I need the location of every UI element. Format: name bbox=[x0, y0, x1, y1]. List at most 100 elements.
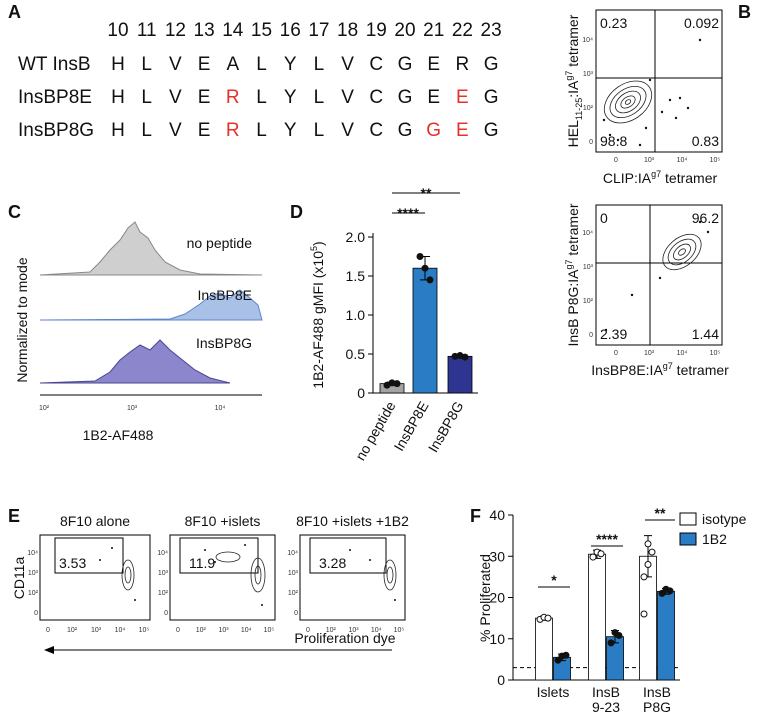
residue: G bbox=[398, 54, 413, 75]
residue: G bbox=[398, 87, 413, 108]
arrow-head bbox=[44, 646, 54, 654]
data-point bbox=[666, 587, 674, 595]
data-point bbox=[426, 276, 434, 284]
x-axis-label: InsBP8E:IAg7​ tetramer bbox=[591, 361, 729, 378]
significance: ** bbox=[421, 185, 432, 201]
position: 21 bbox=[423, 20, 444, 41]
x-tick-label: 10³ bbox=[644, 157, 655, 164]
bar bbox=[447, 355, 473, 394]
residue: V bbox=[169, 87, 182, 108]
x-axis-label: CLIP:IAg7​ tetramer bbox=[603, 169, 718, 186]
x-tick-label: 10⁴ bbox=[371, 627, 382, 634]
y-tick-label: 20 bbox=[489, 590, 505, 606]
histogram bbox=[39, 339, 231, 384]
x-tick-label: 10⁵ bbox=[710, 157, 721, 164]
y-tick-label: 10⁴ bbox=[27, 550, 38, 557]
y-axis-label: % Proliferated bbox=[477, 554, 493, 642]
position: 18 bbox=[337, 20, 358, 41]
significance: **** bbox=[397, 205, 419, 221]
position: 16 bbox=[280, 20, 301, 41]
x-tick-label: Islets bbox=[537, 684, 570, 700]
bar bbox=[535, 617, 553, 681]
quadrant-value: 0 bbox=[600, 210, 608, 226]
quadrant-value: 98.8 bbox=[600, 133, 627, 149]
y-tick-label: 40 bbox=[489, 507, 505, 523]
y-tick-label: 10³ bbox=[583, 264, 594, 271]
plot-frame bbox=[595, 9, 723, 153]
data-point bbox=[416, 253, 424, 260]
quadrant-value: 1.44 bbox=[692, 326, 719, 342]
plot-frame bbox=[169, 534, 276, 621]
residue: V bbox=[341, 54, 354, 75]
y-tick-label: 0 bbox=[589, 139, 593, 146]
residue: C bbox=[369, 54, 383, 75]
x-tick-label: 10³ bbox=[91, 627, 102, 634]
x-tick-label: 0 bbox=[46, 627, 50, 634]
flow-plot-b2 bbox=[595, 204, 723, 346]
x-tick-label: 10³ bbox=[127, 405, 138, 412]
row-name: InsBP8E bbox=[18, 87, 92, 108]
y-tick-label: 10⁴ bbox=[157, 550, 168, 557]
position: 20 bbox=[394, 20, 415, 41]
label-part: 11-25 bbox=[574, 98, 584, 120]
gate bbox=[309, 537, 387, 574]
x-tick-label: 10⁴ bbox=[677, 157, 688, 164]
data-point bbox=[658, 589, 666, 597]
y-axis-label: Normalized to mode bbox=[14, 257, 30, 382]
contours bbox=[121, 551, 397, 593]
label-part: g7 bbox=[564, 71, 574, 81]
label-part: 1B2-AF488 gMFI (x10 bbox=[310, 251, 326, 389]
y-tick-label: 10³ bbox=[28, 570, 39, 577]
residue: R bbox=[456, 54, 470, 75]
legend-swatch bbox=[679, 532, 697, 546]
residue: L bbox=[256, 120, 267, 141]
residue: V bbox=[169, 54, 182, 75]
label-part: HEL bbox=[565, 120, 581, 147]
plot-frame bbox=[39, 534, 151, 621]
residue: E bbox=[456, 120, 469, 141]
data-point bbox=[461, 353, 469, 361]
y-tick-label: 10² bbox=[583, 298, 594, 305]
significance: * bbox=[551, 572, 557, 588]
x-tick-label: no peptide bbox=[352, 398, 399, 463]
x-tick-label: InsB bbox=[592, 684, 620, 700]
residue: G bbox=[484, 54, 499, 75]
panel-label: C bbox=[8, 202, 21, 222]
data-point bbox=[640, 610, 648, 618]
data-point bbox=[648, 548, 656, 556]
histogram bbox=[39, 289, 263, 321]
label-part: tetramer bbox=[673, 362, 729, 378]
y-tick-label: 0 bbox=[34, 610, 38, 617]
legend-label: isotype bbox=[702, 511, 747, 527]
contours bbox=[603, 80, 653, 124]
contours bbox=[662, 233, 702, 271]
residue: E bbox=[198, 87, 211, 108]
residue: L bbox=[314, 87, 325, 108]
x-tick-label: 10² bbox=[326, 627, 337, 634]
data-point bbox=[393, 380, 401, 388]
x-tick-label: InsB bbox=[643, 684, 671, 700]
plot-frame bbox=[299, 534, 406, 621]
residue: R bbox=[226, 120, 240, 141]
x-tick-label: 10⁴ bbox=[115, 627, 126, 634]
plot-title: 8F10 alone bbox=[60, 513, 130, 529]
residue: E bbox=[427, 87, 440, 108]
position: 23 bbox=[481, 20, 502, 41]
residue: A bbox=[226, 54, 239, 75]
y-axis-label: 1B2-AF488 gMFI (x105​) bbox=[309, 241, 326, 388]
quadrant-value: 0.83 bbox=[692, 133, 719, 149]
x-tick-label: 10⁴ bbox=[241, 627, 252, 634]
sample-label: InsBP8E bbox=[198, 287, 252, 303]
data-point bbox=[640, 573, 648, 581]
position: 11 bbox=[137, 20, 157, 41]
position: 19 bbox=[366, 20, 387, 41]
label-part: g7 bbox=[663, 361, 673, 371]
x-tick-label: 10³ bbox=[348, 627, 359, 634]
y-tick-label: 10 bbox=[489, 631, 505, 647]
position: 22 bbox=[452, 20, 473, 41]
y-tick-label: 10² bbox=[28, 590, 39, 597]
legend-label: 1B2 bbox=[702, 531, 727, 547]
y-tick-label: 10⁴ bbox=[287, 550, 298, 557]
y-tick-label: 1.5 bbox=[346, 268, 366, 284]
legend-swatch bbox=[679, 512, 697, 526]
